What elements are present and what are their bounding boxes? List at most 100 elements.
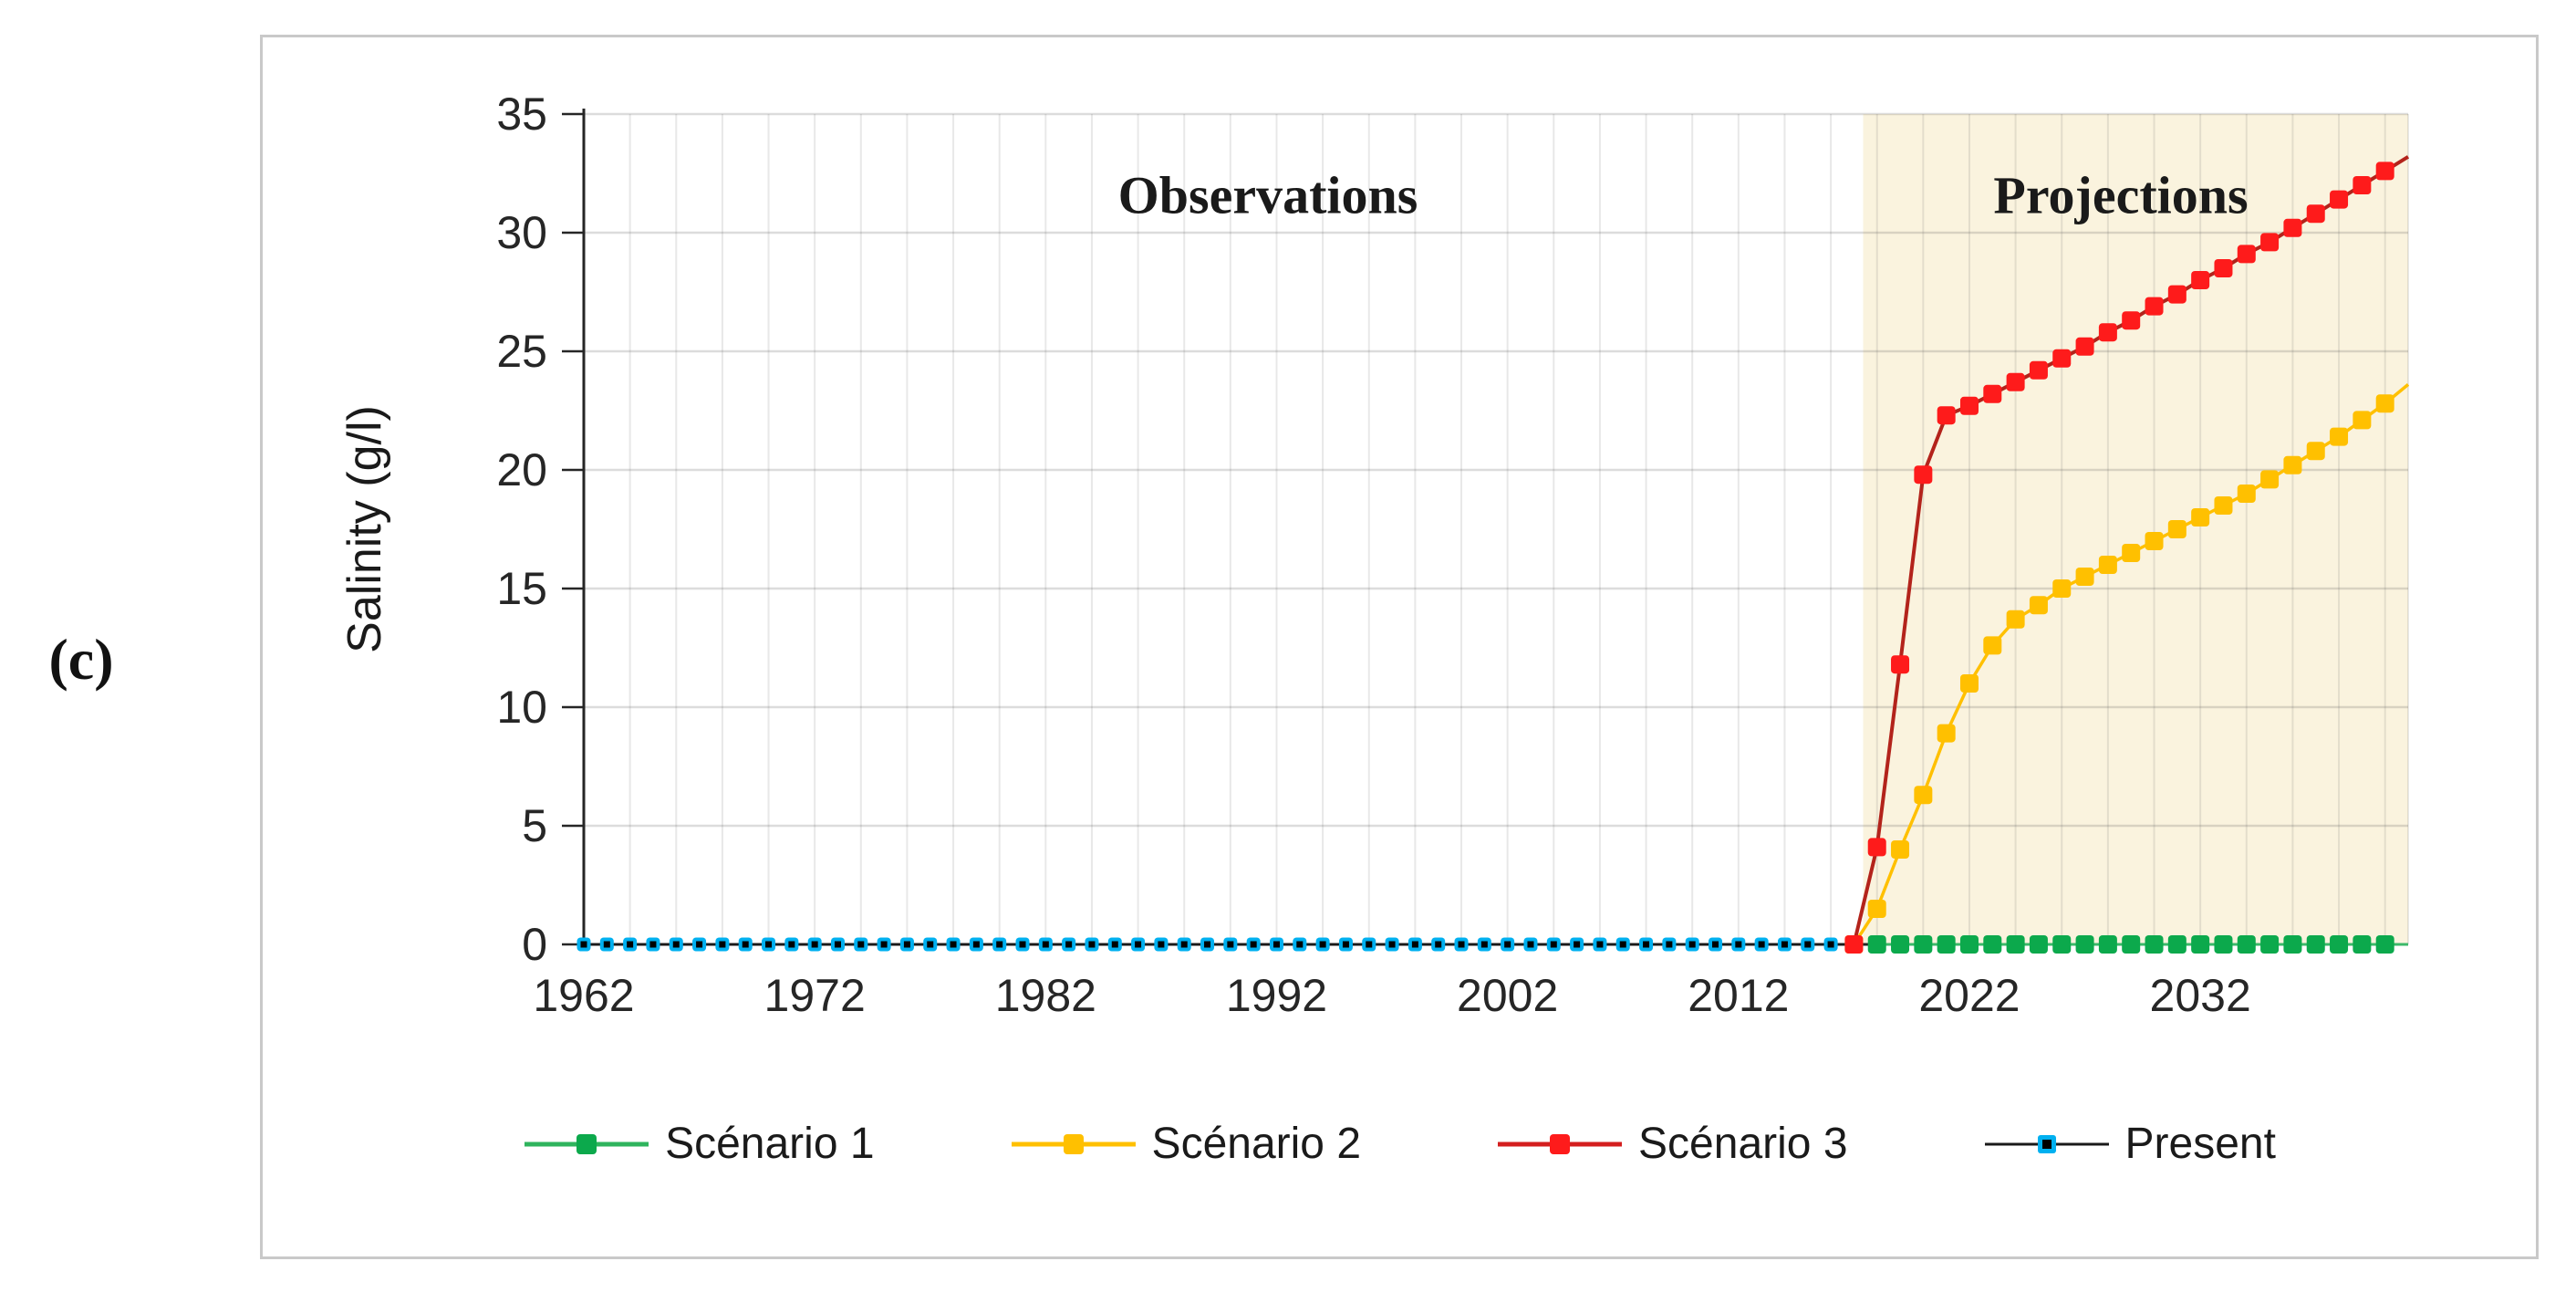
legend-label-present: Present (2124, 1120, 2276, 1168)
data-point-Scénario 2 (1914, 786, 1933, 805)
legend-item-scenario-1: Scénario 1 (523, 1119, 875, 1169)
data-point-inner-Present (1666, 941, 1673, 948)
data-point-inner-Present (1065, 941, 1073, 948)
projections-annotation: Projections (1993, 165, 2249, 225)
data-point-inner-Present (1204, 941, 1211, 948)
data-point-Scénario 2 (2237, 485, 2256, 503)
data-point-inner-Present (1619, 941, 1626, 948)
data-point-Scénario 3 (2145, 297, 2164, 316)
data-point-Scénario 2 (2306, 442, 2325, 461)
data-point-Scénario 1 (1891, 935, 1910, 954)
data-point-Scénario 2 (2052, 579, 2072, 598)
data-point-inner-Present (1643, 941, 1650, 948)
data-point-Scénario 2 (1867, 900, 1886, 918)
data-point-inner-Present (627, 941, 634, 948)
data-point-inner-Present (1227, 941, 1234, 948)
data-point-Scénario 3 (1937, 406, 1956, 425)
x-tick-label: 2012 (1688, 970, 1789, 1021)
data-point-Scénario 2 (2375, 394, 2394, 413)
projection-shaded-region (1863, 114, 2408, 944)
data-point-Scénario 3 (2029, 360, 2048, 380)
y-tick-label: 0 (522, 919, 547, 970)
data-point-Scénario 2 (2214, 496, 2233, 515)
observations-annotation: Observations (1117, 165, 1418, 225)
legend-item-scenario-3: Scénario 3 (1496, 1119, 1848, 1169)
data-point-inner-Present (903, 941, 910, 948)
data-point-inner-Present (580, 941, 587, 948)
data-point-inner-Present (996, 941, 1003, 948)
data-point-inner-Present (719, 941, 726, 948)
data-point-Scénario 1 (2283, 935, 2302, 954)
data-point-inner-Present (696, 941, 703, 948)
data-point-inner-Present (950, 941, 957, 948)
data-point-Scénario 2 (1891, 840, 1910, 859)
data-point-Scénario 3 (2375, 162, 2394, 181)
data-point-Scénario 1 (1914, 935, 1933, 954)
data-point-inner-Present (1042, 941, 1049, 948)
data-point-Scénario 3 (2353, 176, 2372, 194)
data-point-inner-Present (649, 941, 657, 948)
data-point-inner-Present (742, 941, 749, 948)
data-point-inner-Present (1319, 941, 1326, 948)
data-point-Scénario 1 (2075, 935, 2094, 954)
data-point-inner-Present (1272, 941, 1280, 948)
y-tick-label: 10 (496, 682, 547, 733)
data-point-Scénario 3 (2191, 271, 2210, 289)
data-point-inner-Present (1688, 941, 1696, 948)
data-point-inner-Present (788, 941, 795, 948)
legend-label-scenario-3: Scénario 3 (1638, 1120, 1848, 1168)
legend-item-present: Present (1983, 1119, 2276, 1169)
data-point-Scénario 1 (2191, 935, 2210, 954)
data-point-inner-Present (857, 941, 865, 948)
data-point-Scénario 3 (2052, 349, 2072, 368)
data-point-Scénario 3 (2306, 204, 2325, 224)
data-point-Scénario 3 (1959, 396, 1979, 415)
data-point-Scénario 1 (2353, 935, 2372, 954)
data-point-inner-Present (765, 941, 773, 948)
data-point-Scénario 1 (2006, 935, 2025, 954)
x-tick-label: 1992 (1226, 970, 1327, 1021)
y-tick-label: 20 (496, 444, 547, 495)
data-point-inner-Present (1411, 941, 1418, 948)
data-point-inner-Present (1342, 941, 1349, 948)
legend-label-scenario-1: Scénario 1 (665, 1120, 875, 1168)
data-point-Scénario 3 (2122, 311, 2141, 330)
data-point-Scénario 3 (2075, 337, 2094, 356)
data-point-inner-Present (603, 941, 610, 948)
data-point-Scénario 3 (1844, 935, 1864, 954)
data-point-inner-Present (1574, 941, 1581, 948)
data-point-Scénario 2 (2006, 610, 2025, 629)
data-point-Scénario 1 (2214, 935, 2233, 954)
data-point-Scénario 3 (1867, 838, 1886, 857)
data-point-Scénario 2 (2122, 544, 2141, 562)
legend-label-scenario-2: Scénario 2 (1151, 1120, 1362, 1168)
x-tick-label: 2002 (1457, 970, 1558, 1021)
data-point-inner-Present (927, 941, 934, 948)
panel-letter-label: (c) (48, 627, 114, 692)
chart-legend: Scénario 1 Scénario 2 Scénario 3 Present (260, 1119, 2539, 1169)
data-point-Scénario 2 (2098, 556, 2117, 574)
data-point-inner-Present (1550, 941, 1557, 948)
data-point-Scénario 1 (2145, 935, 2164, 954)
data-point-Scénario 3 (2260, 233, 2280, 252)
data-point-Scénario 3 (1891, 655, 1910, 674)
y-tick-label: 30 (496, 207, 547, 258)
data-point-inner-Present (1296, 941, 1304, 948)
data-point-inner-Present (672, 941, 680, 948)
data-point-Scénario 1 (2375, 935, 2394, 954)
y-tick-label: 35 (496, 89, 547, 140)
x-tick-label: 2032 (2150, 970, 2251, 1021)
y-axis-title: Salinity (g/l) (338, 405, 391, 653)
y-tick-label: 5 (522, 800, 547, 851)
data-point-inner-Present (1735, 941, 1742, 948)
data-point-Scénario 2 (1983, 636, 2002, 655)
data-point-Scénario 3 (2283, 218, 2302, 237)
data-point-inner-Present (834, 941, 841, 948)
data-point-inner-Present (1435, 941, 1442, 948)
data-point-inner-Present (1088, 941, 1096, 948)
data-point-Scénario 1 (1937, 935, 1956, 954)
data-point-inner-Present (1458, 941, 1465, 948)
data-point-Scénario 2 (1959, 674, 1979, 693)
data-point-Scénario 2 (2353, 411, 2372, 430)
